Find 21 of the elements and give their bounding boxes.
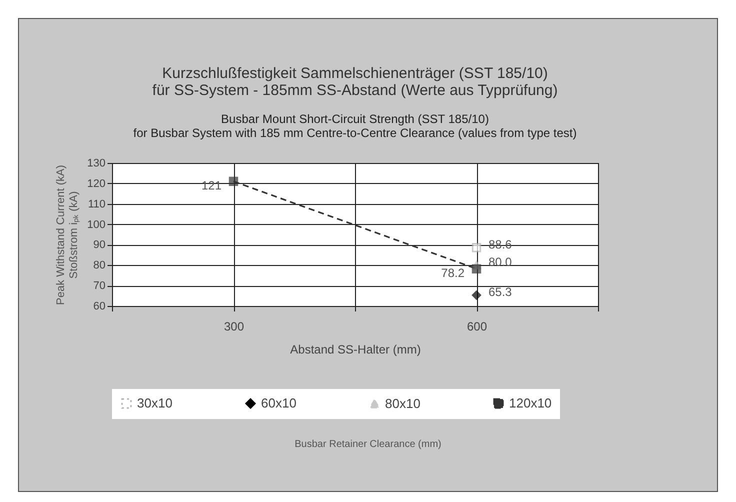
y-tick-label: 90 bbox=[93, 239, 106, 252]
text: Busbar Retainer Clearance (mm) bbox=[294, 439, 442, 450]
legend-label: 60x10 bbox=[261, 396, 296, 411]
y-tick-label: 70 bbox=[93, 280, 106, 292]
x-tick-label: 600 bbox=[466, 320, 488, 334]
legend-label: 80x10 bbox=[385, 396, 420, 411]
y-axis-title: Peak Withstand Current (kA) Stoßstrom iₚₖ (kA) bbox=[55, 165, 80, 305]
chart-title: Kurzschlußfestigkeit Sammelschienenträger (SST 185/10) für SS-System - 185mm SS-Abstand (Werte aus Typprüfung) bbox=[152, 65, 558, 99]
y-tick-label: 120 bbox=[87, 178, 106, 190]
data-label: 65.3 bbox=[488, 285, 512, 300]
y-tick-label: 80 bbox=[93, 260, 106, 272]
data-label: 78.2 bbox=[441, 266, 465, 280]
x-axis-title: Abstand SS-Halter (mm) bbox=[290, 342, 421, 356]
y-tick-label: 60 bbox=[93, 300, 106, 312]
chart-subtitle: Busbar Mount Short-Circuit Strength (SST 185/10) for Busbar System with 185 mm Centre-to-Centre Clearance (values from type test) bbox=[133, 112, 577, 140]
y-tick-label: 130 bbox=[87, 158, 106, 170]
y-tick-label: 100 bbox=[87, 218, 106, 231]
y-tick-label: 110 bbox=[88, 198, 106, 210]
legend-label: 30x10 bbox=[137, 396, 172, 411]
x-tick-label: 300 bbox=[224, 320, 244, 334]
legend-label: 120x10 bbox=[509, 396, 552, 411]
